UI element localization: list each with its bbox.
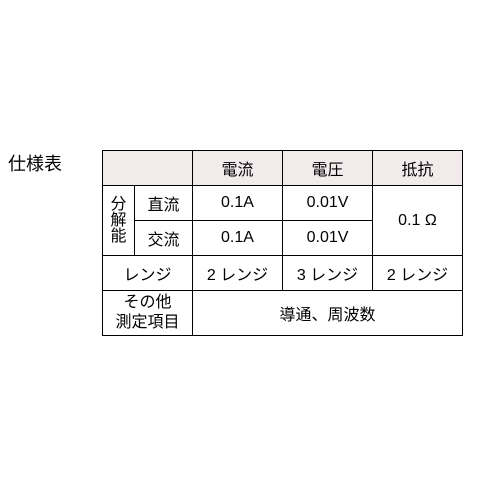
resolution-char-1: 分 xyxy=(103,197,134,213)
range-resistance: 2 レンジ xyxy=(373,256,463,291)
row-other: その他 測定項目 導通、周波数 xyxy=(103,291,463,336)
range-voltage: 3 レンジ xyxy=(283,256,373,291)
header-resistance: 抵抗 xyxy=(373,151,463,186)
spec-table-wrap: 電流 電圧 抵抗 分 解 能 直流 0.1A 0.01V 0.1 Ω 交流 0.… xyxy=(102,150,463,336)
dc-current: 0.1A xyxy=(193,186,283,221)
resolution-char-2: 解 xyxy=(103,213,134,229)
header-blank xyxy=(103,151,193,186)
row-dc: 分 解 能 直流 0.1A 0.01V 0.1 Ω xyxy=(103,186,463,221)
dc-voltage: 0.01V xyxy=(283,186,373,221)
other-value: 導通、周波数 xyxy=(193,291,463,336)
ac-label: 交流 xyxy=(135,221,193,256)
dc-label: 直流 xyxy=(135,186,193,221)
header-current: 電流 xyxy=(193,151,283,186)
row-range: レンジ 2 レンジ 3 レンジ 2 レンジ xyxy=(103,256,463,291)
other-label-2: 測定項目 xyxy=(103,313,192,333)
table-title: 仕様表 xyxy=(8,150,62,176)
ac-voltage: 0.01V xyxy=(283,221,373,256)
spec-table: 電流 電圧 抵抗 分 解 能 直流 0.1A 0.01V 0.1 Ω 交流 0.… xyxy=(102,150,463,336)
range-current: 2 レンジ xyxy=(193,256,283,291)
other-label-cell: その他 測定項目 xyxy=(103,291,193,336)
ac-current: 0.1A xyxy=(193,221,283,256)
range-label: レンジ xyxy=(103,256,193,291)
header-row: 電流 電圧 抵抗 xyxy=(103,151,463,186)
resolution-char-3: 能 xyxy=(103,229,134,245)
header-voltage: 電圧 xyxy=(283,151,373,186)
resistance-value: 0.1 Ω xyxy=(373,186,463,256)
other-label-1: その他 xyxy=(103,293,192,313)
resolution-label-cell: 分 解 能 xyxy=(103,186,135,256)
